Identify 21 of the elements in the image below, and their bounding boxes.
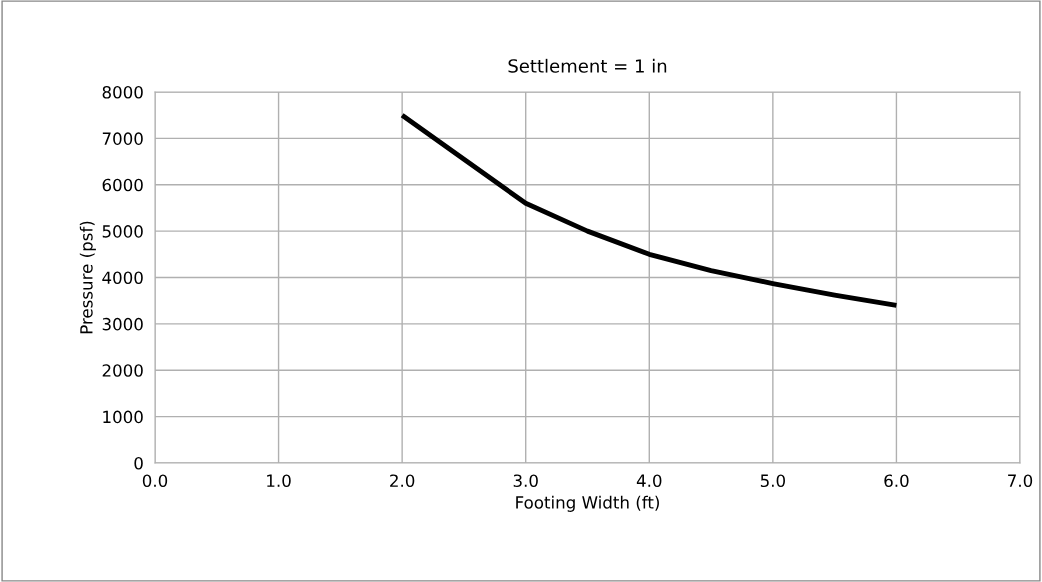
y-tick-label: 1000 — [103, 410, 143, 424]
x-tick-label: 4.0 — [636, 474, 662, 488]
x-tick-label: 1.0 — [267, 474, 291, 488]
x-tick-label: 0.0 — [142, 474, 168, 488]
x-tick-label: 2.0 — [390, 474, 415, 488]
y-tick-label: 4000 — [102, 271, 143, 285]
y-tick-label: 5000 — [102, 225, 143, 238]
y-tick-label: 2000 — [102, 364, 143, 377]
y-axis-title: Pressure (psf) — [79, 221, 96, 334]
y-tick-label: 0 — [134, 456, 143, 470]
y-tick-label: 3000 — [102, 317, 143, 331]
chart-title: Settlement = 1 in — [508, 58, 667, 73]
y-tick-label: 6000 — [102, 178, 143, 192]
x-tick-label: 3.0 — [513, 474, 538, 488]
line-series — [399, 112, 899, 308]
x-axis-title: Footing Width (ft) — [516, 495, 659, 512]
x-tick-label: 6.0 — [884, 474, 909, 488]
x-tick-label: 7.0 — [1008, 474, 1033, 488]
y-tick-label: 7000 — [102, 132, 143, 145]
y-tick-label: 8000 — [102, 85, 143, 99]
x-tick-label: 5.0 — [760, 474, 785, 488]
